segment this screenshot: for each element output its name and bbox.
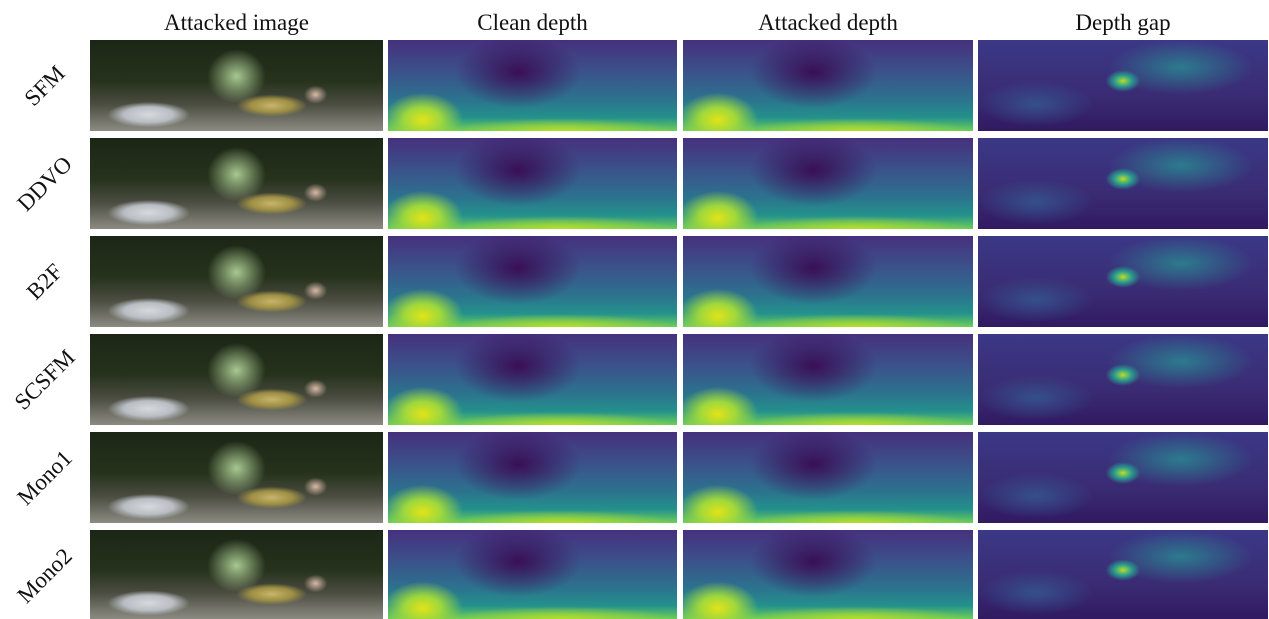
row-label: Mono1 — [0, 425, 97, 530]
attacked-image — [90, 236, 383, 327]
column-header: Attacked image — [90, 8, 383, 38]
attacked-depth — [683, 236, 973, 327]
clean-depth — [388, 334, 677, 425]
attacked-image — [90, 40, 383, 131]
depth-gap — [978, 40, 1268, 131]
attacked-image — [90, 138, 383, 229]
clean-depth — [388, 432, 677, 523]
clean-depth — [388, 530, 677, 619]
column-header: Depth gap — [978, 8, 1268, 38]
attacked-depth — [683, 40, 973, 131]
clean-depth — [388, 138, 677, 229]
attacked-image — [90, 432, 383, 523]
attacked-depth — [683, 138, 973, 229]
depth-gap — [978, 334, 1268, 425]
clean-depth — [388, 40, 677, 131]
row-label: B2F — [0, 229, 97, 334]
depth-gap — [978, 138, 1268, 229]
clean-depth — [388, 236, 677, 327]
depth-gap — [978, 432, 1268, 523]
figure: Attacked imageClean depthAttacked depthD… — [0, 0, 1269, 619]
row-label: Mono2 — [0, 523, 97, 619]
attacked-depth — [683, 334, 973, 425]
depth-gap — [978, 236, 1268, 327]
column-header: Clean depth — [388, 8, 677, 38]
attacked-image — [90, 334, 383, 425]
row-label: SFM — [0, 33, 97, 138]
attacked-depth — [683, 530, 973, 619]
depth-gap — [978, 530, 1268, 619]
attacked-depth — [683, 432, 973, 523]
attacked-image — [90, 530, 383, 619]
column-header: Attacked depth — [683, 8, 973, 38]
row-label: DDVO — [0, 131, 97, 236]
row-label: SCSFM — [0, 327, 97, 432]
